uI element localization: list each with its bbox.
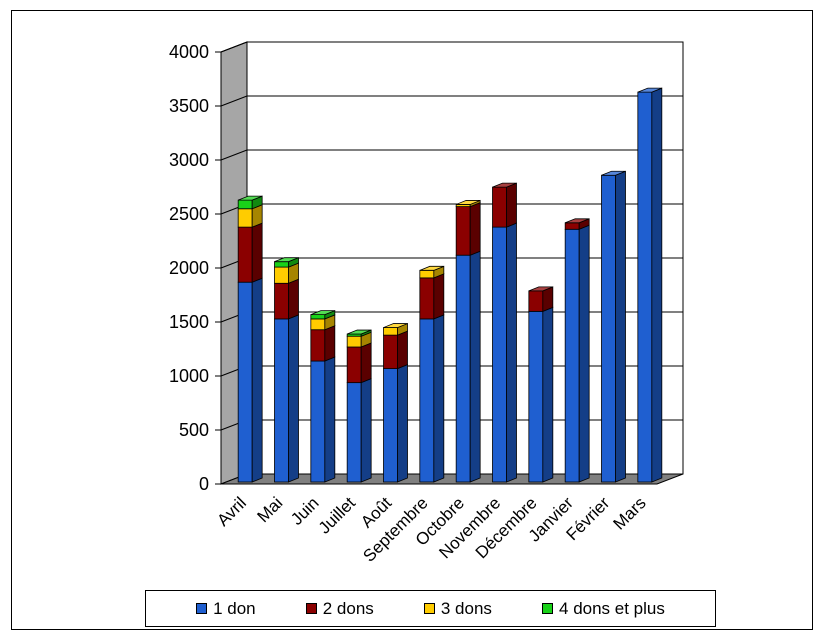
bar-segment [528, 290, 544, 312]
bar-segment [310, 318, 326, 331]
y-tick-label: 3000 [169, 150, 209, 170]
bar-top [383, 323, 408, 328]
bar-top [528, 286, 553, 292]
bar-segment [383, 368, 398, 483]
y-tick-label: 2500 [169, 204, 209, 224]
bar-top [565, 218, 590, 224]
y-tick-label: 2000 [169, 258, 209, 278]
bar-segment [310, 314, 326, 320]
bar-segment [274, 266, 289, 284]
bar-segment [564, 228, 580, 483]
bar-segment [274, 261, 289, 268]
bar-segment [419, 269, 435, 279]
x-tick-label: Juillet [315, 493, 359, 537]
bar-segment-side [469, 202, 481, 256]
bar-segment-side [615, 170, 626, 483]
bar-segment-side [288, 278, 299, 320]
bar-top [492, 182, 517, 188]
y-tick-label: 1000 [169, 366, 209, 386]
legend-label-1: 1 don [213, 598, 256, 618]
bar-top [601, 170, 626, 176]
bar-segment-side [506, 182, 517, 228]
bar-top [238, 195, 263, 201]
x-tick-label: Mars [610, 493, 650, 533]
bar-segment [310, 329, 326, 362]
bar-top [347, 329, 372, 335]
gridline-side [220, 149, 248, 161]
legend-item-4: 4 dons et plus [542, 599, 665, 619]
bar-top [456, 200, 481, 205]
legend-item-2: 2 dons [305, 598, 374, 619]
bar-segment-side [251, 277, 263, 483]
bar-segment-side [288, 314, 299, 483]
x-axis: Avril Mai JuinJuilletAoûtSeptembreOctobreN… [213, 493, 649, 565]
bar-segment-side [397, 330, 408, 370]
bar-segment [601, 174, 616, 483]
bar-segment-side [324, 356, 336, 483]
bar-top [274, 257, 299, 263]
gridline-side [220, 41, 248, 53]
bar-top [310, 310, 335, 316]
bar-segment-side [360, 378, 372, 483]
bar-segment [419, 277, 435, 320]
bar-segment [274, 282, 289, 320]
bar-segment [564, 222, 580, 230]
bar-segment-side [360, 342, 372, 384]
legend-item-3: 3 dons [423, 598, 492, 619]
y-axis: 0 500 1000 1500 2000 2500 3000 3500 4000 [169, 42, 222, 494]
bar-segment-side [397, 364, 408, 483]
bar-segment-side [542, 306, 554, 483]
legend-swatch-3 [423, 603, 435, 614]
x-tick-label: Avril [213, 493, 250, 530]
bar-segment-side [469, 250, 481, 483]
bar-segment-side [324, 325, 336, 362]
legend-label-4: 4 dons et plus [559, 598, 665, 618]
bar-segment [637, 91, 653, 483]
bar-top [419, 265, 444, 271]
bars [237, 87, 663, 483]
bar-segment-side [433, 273, 445, 320]
bar-segment [237, 226, 253, 283]
bar-segment [455, 254, 471, 483]
bar-segment [346, 346, 362, 384]
bar-segment-side [506, 222, 517, 483]
bar-segment [274, 318, 289, 483]
bar-segment [419, 318, 435, 483]
bar-segment [492, 186, 507, 228]
bar-top [637, 87, 662, 93]
legend-swatch-2 [305, 603, 317, 614]
bar-segment [310, 360, 326, 483]
bar-segment-side [251, 222, 263, 283]
y-tick-label: 3500 [169, 96, 209, 116]
bar-segment [492, 226, 507, 483]
legend-swatch-1 [196, 603, 208, 614]
legend-label-2: 2 dons [322, 598, 374, 618]
bar-segment [383, 327, 398, 336]
bar-segment [455, 206, 471, 256]
bar-segment [383, 334, 398, 369]
bar-segment [237, 208, 253, 228]
bar-segment-side [651, 87, 663, 483]
legend-swatch-4 [542, 603, 554, 614]
bar-segment-side [433, 314, 445, 483]
legend: 1 don 2 dons 3 dons 4 dons et plus [145, 590, 716, 627]
bar-segment [237, 199, 253, 210]
bar-segment [237, 281, 253, 483]
bar-segment [346, 382, 362, 483]
gridline-side [220, 95, 248, 107]
y-tick-label: 0 [199, 474, 209, 494]
bar-segment [346, 335, 362, 348]
bar-segment-side [578, 224, 590, 483]
legend-item-1: 1 don [196, 599, 256, 619]
y-tick-label: 500 [179, 420, 209, 440]
y-tick-label: 1500 [169, 312, 209, 332]
legend-label-3: 3 dons [440, 598, 492, 618]
x-tick-label: Mai [254, 493, 287, 526]
bar-segment [528, 310, 544, 483]
y-tick-label: 4000 [169, 42, 209, 62]
